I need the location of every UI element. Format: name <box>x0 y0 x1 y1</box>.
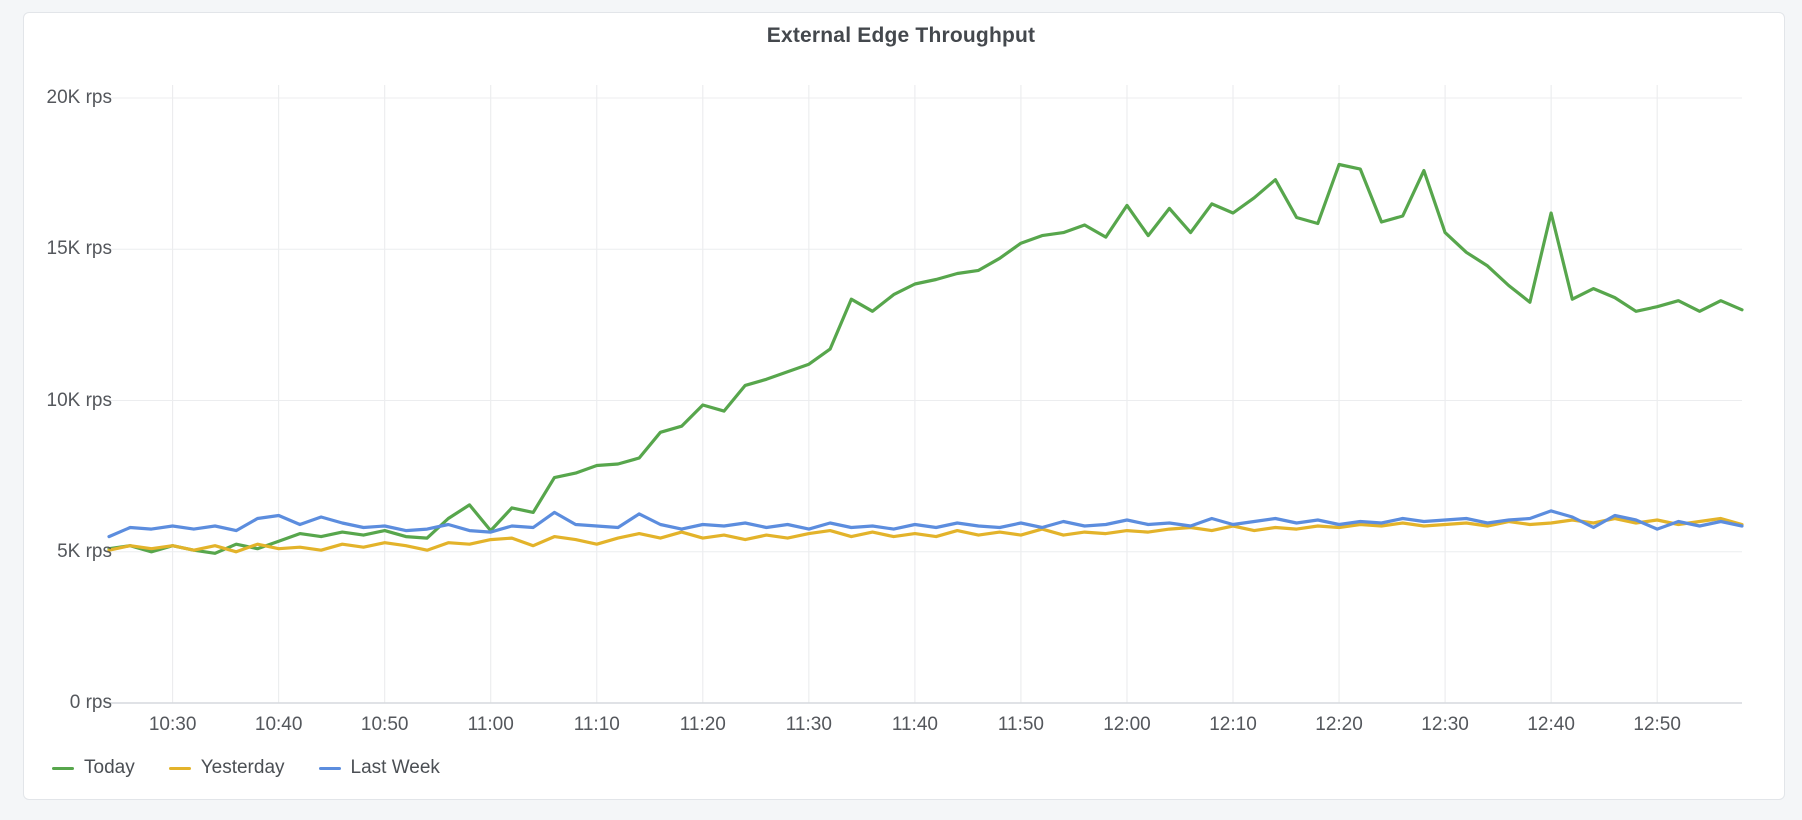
x-axis-label: 11:50 <box>997 714 1044 735</box>
legend-item-last-week[interactable]: Last Week <box>318 757 440 779</box>
x-axis-label: 12:30 <box>1421 714 1469 735</box>
x-axis-label: 12:40 <box>1527 714 1575 735</box>
today-series-swatch-icon <box>52 766 74 770</box>
y-axis-label: 10K rps <box>46 389 112 411</box>
x-axis-label: 10:50 <box>360 714 409 735</box>
legend-label-yesterday: Yesterday <box>200 757 285 778</box>
x-axis-label: 10:40 <box>254 714 303 735</box>
x-axis-label: 11:00 <box>467 714 514 735</box>
chart-panel <box>23 12 1785 800</box>
legend-item-today[interactable]: Today <box>52 757 135 779</box>
x-axis-label: 12:10 <box>1209 714 1257 735</box>
x-axis-label: 12:00 <box>1103 714 1151 735</box>
yesterday-series-swatch-icon <box>168 766 191 770</box>
legend-item-yesterday[interactable]: Yesterday <box>168 757 285 779</box>
series-line-yesterday <box>107 516 1744 554</box>
y-axis-label: 20K rps <box>46 87 112 108</box>
x-axis-label: 11:10 <box>573 714 620 735</box>
x-axis-label: 11:30 <box>785 714 832 735</box>
chart-title: External Edge Throughput <box>766 24 1036 47</box>
series-line-last-week <box>107 509 1744 539</box>
x-axis-label: 11:20 <box>679 714 726 735</box>
x-axis-label: 11:40 <box>891 714 938 735</box>
legend-label-today: Today <box>84 757 135 778</box>
x-axis-label: 12:50 <box>1633 714 1681 735</box>
x-axis-label: 10:30 <box>148 714 197 735</box>
y-axis-label: 15K rps <box>46 238 112 260</box>
y-axis-label: 5K rps <box>57 540 112 562</box>
legend-label-last-week: Last Week <box>350 757 440 778</box>
series-line-today <box>107 162 1744 555</box>
legend: Today Yesterday Last Week <box>52 757 440 779</box>
last-week-series-swatch-icon <box>318 766 341 770</box>
y-axis-label: 0 rps <box>69 692 112 713</box>
x-axis-label: 12:20 <box>1315 714 1363 735</box>
